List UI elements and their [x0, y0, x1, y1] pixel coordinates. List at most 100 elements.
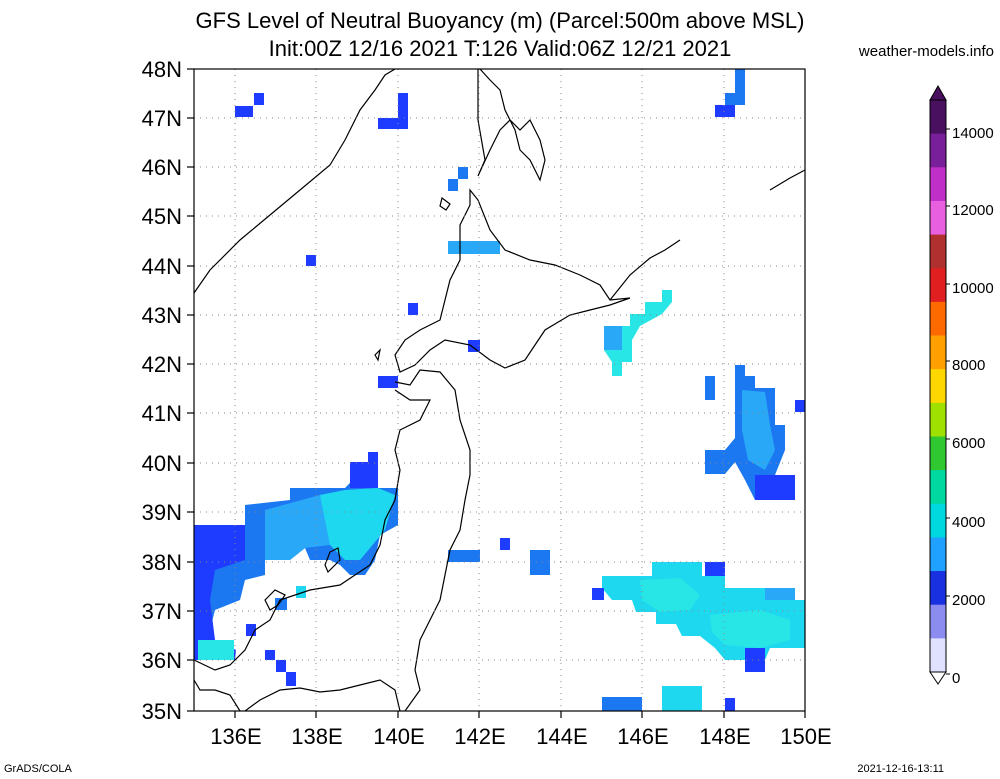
lon-label: 142E: [454, 724, 505, 749]
colorbar-swatch: [930, 200, 946, 236]
field-cell: [662, 686, 702, 711]
lon-label: 136E: [210, 724, 261, 749]
colorbar-swatch: [930, 638, 946, 673]
lon-label: 138E: [291, 724, 342, 749]
field-west-cyan: [320, 488, 395, 560]
field-cell: [296, 586, 306, 598]
colorbar: [929, 84, 950, 685]
field-cell: [795, 400, 805, 412]
lat-label: 42N: [142, 352, 182, 377]
coast-sakhalin: [477, 68, 546, 182]
colorbar-swatch: [930, 167, 946, 202]
field-cell: [276, 660, 286, 672]
credit-text: weather-models.info: [858, 43, 994, 60]
colorbar-label: 4000: [952, 514, 985, 531]
lat-label: 40N: [142, 451, 182, 476]
field-cell: [500, 538, 510, 550]
colorbar-swatch: [930, 470, 946, 505]
lat-label: 45N: [142, 204, 182, 229]
field-cell: [398, 93, 408, 118]
lat-label: 47N: [142, 106, 182, 131]
field-cell: [602, 697, 642, 711]
field-southeast-light2: [710, 610, 790, 648]
colorbar-swatch: [930, 100, 946, 135]
field-cell: [265, 650, 275, 660]
lat-label: 44N: [142, 254, 182, 279]
footer-timestamp: 2021-12-16-13:11: [857, 763, 944, 775]
colorbar-swatch: [930, 133, 946, 168]
lat-label: 37N: [142, 599, 182, 624]
coast-okushiri: [374, 348, 381, 362]
field-cell: [368, 452, 378, 462]
colorbar-swatch: [930, 571, 946, 606]
lat-label: 43N: [142, 303, 182, 328]
lat-labels: 48N 47N 46N 45N 44N 43N 42N 41N 40N 39N …: [142, 57, 182, 724]
field-east-40n-cyan: [742, 390, 775, 470]
field-cell: [448, 550, 480, 562]
field-cell: [530, 550, 550, 575]
field-cell: [468, 340, 480, 352]
field-cell: [735, 69, 745, 93]
field-cell: [448, 241, 500, 254]
map-subtitle: Init:00Z 12/16 2021 T:126 Valid:06Z 12/2…: [268, 36, 732, 61]
colorbar-label: 10000: [952, 280, 994, 297]
colorbar-label: 8000: [952, 357, 985, 374]
colorbar-label: 0: [952, 670, 960, 687]
field-cell: [458, 167, 468, 179]
lat-label: 36N: [142, 648, 182, 673]
lon-labels: 136E 138E 140E 142E 144E 146E 148E 150E: [210, 724, 831, 749]
coast-kuril-north: [769, 169, 806, 191]
lat-label: 48N: [142, 57, 182, 82]
coast-mainland-asia: [193, 68, 396, 294]
lat-label: 35N: [142, 699, 182, 724]
lon-label: 146E: [617, 724, 668, 749]
colorbar-swatch: [930, 335, 946, 370]
colorbar-frame: [929, 99, 947, 673]
field-cell: [378, 376, 398, 388]
field-cell: [725, 698, 735, 711]
colorbar-swatch: [930, 436, 946, 471]
field-cell: [198, 640, 234, 660]
field-cell: [275, 598, 287, 610]
field-southeast-light: [640, 578, 700, 612]
field-west-dark: [194, 525, 245, 660]
field-cell: [246, 624, 256, 636]
field-cell: [254, 93, 264, 105]
lat-label: 38N: [142, 550, 182, 575]
coast-honshu: [193, 369, 471, 712]
field-cell: [755, 475, 795, 500]
field-cell: [725, 93, 745, 105]
colorbar-swatch: [930, 402, 946, 437]
field-cell: [715, 105, 735, 117]
colorbar-labels: 14000 12000 10000 8000 6000 4000 2000 0: [952, 125, 994, 687]
lon-label: 140E: [373, 724, 424, 749]
field-cell: [306, 255, 316, 266]
coast-sado: [324, 547, 341, 574]
colorbar-swatch: [930, 537, 946, 572]
field-cell: [705, 376, 715, 400]
footer-software: GrADS/COLA: [4, 763, 72, 775]
colorbar-bottom-arrow: [929, 671, 947, 685]
colorbar-label: 12000: [952, 202, 994, 219]
lat-label: 41N: [142, 401, 182, 426]
field-cell: [705, 562, 725, 576]
field-cell: [286, 672, 296, 686]
field-cell: [235, 106, 253, 117]
colorbar-label: 2000: [952, 592, 985, 609]
plot-frame: [193, 68, 806, 712]
field-cell: [448, 179, 458, 191]
lon-label: 148E: [699, 724, 750, 749]
ticks: [187, 68, 806, 718]
colorbar-label: 14000: [952, 125, 994, 142]
colorbar-label: 6000: [952, 435, 985, 452]
field-cell: [408, 303, 418, 315]
lat-label: 39N: [142, 500, 182, 525]
colorbar-top-arrow: [929, 84, 947, 101]
buoyancy-field: [194, 69, 805, 711]
colorbar-swatch: [930, 503, 946, 538]
colorbar-swatch: [930, 369, 946, 404]
field-cell: [745, 648, 765, 672]
field-cell: [604, 326, 622, 350]
coastlines: [193, 68, 806, 712]
